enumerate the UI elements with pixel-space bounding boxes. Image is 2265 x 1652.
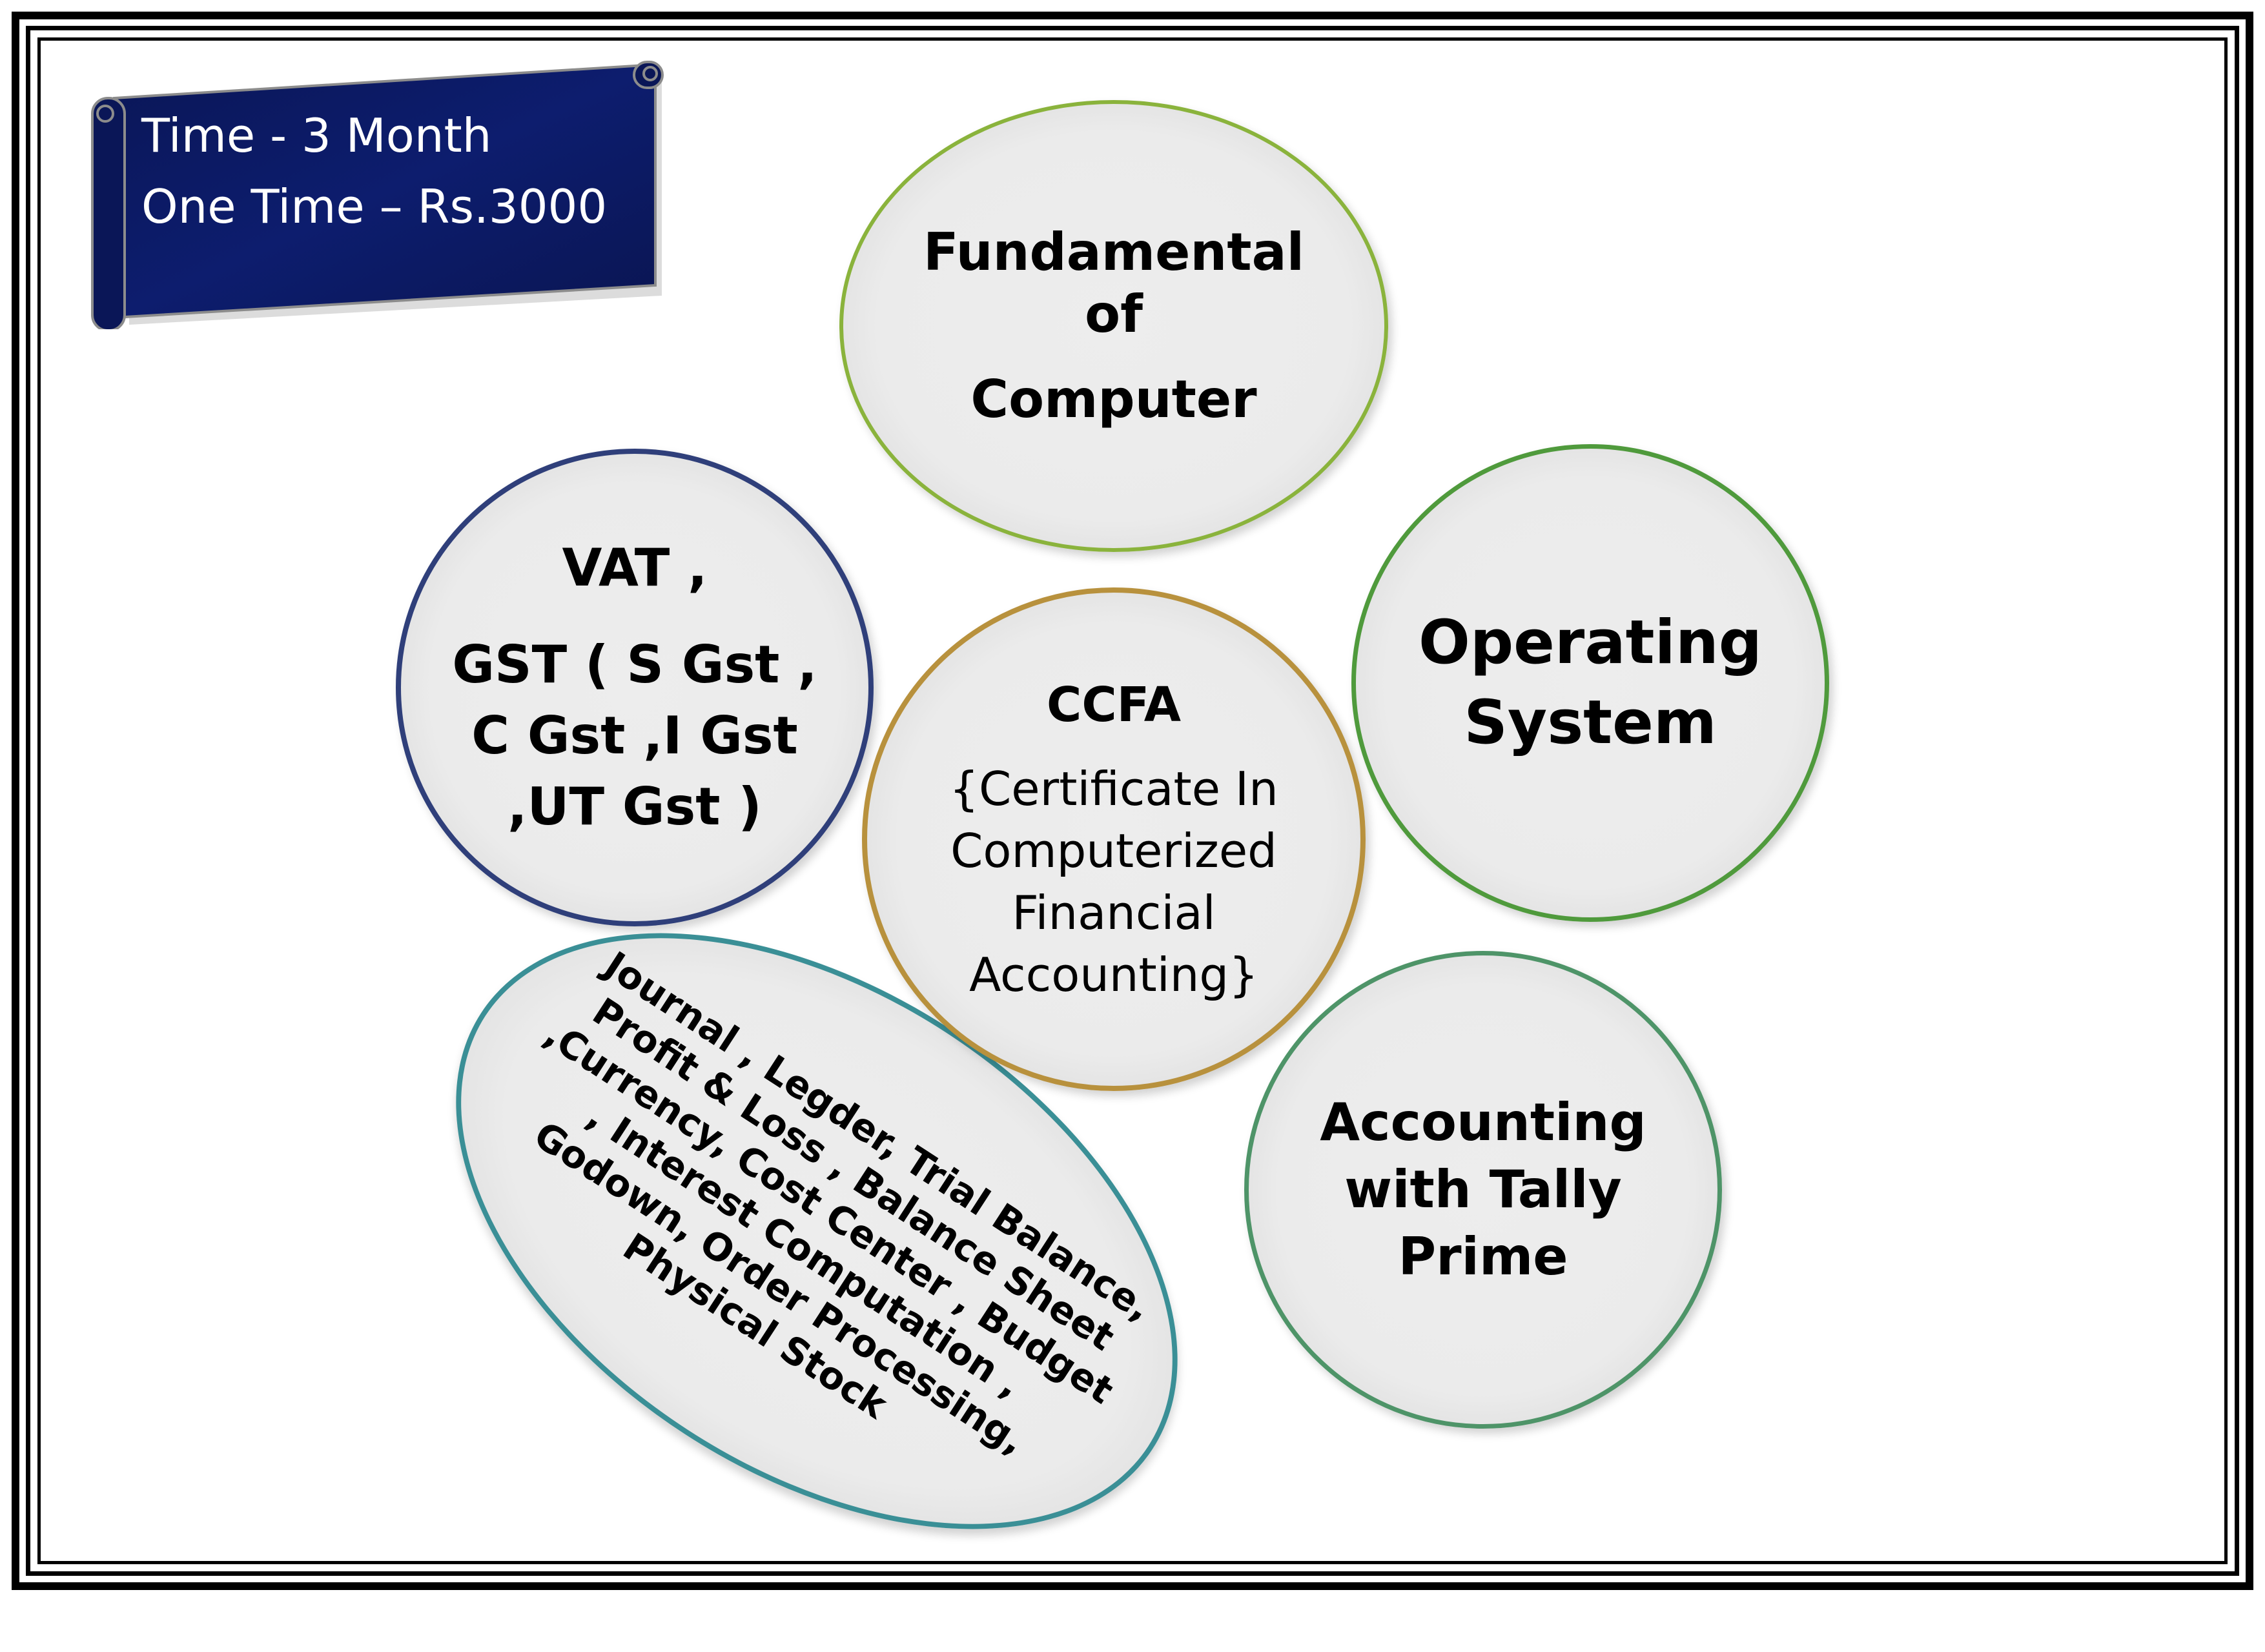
ccfa-subtitle-line: Computerized <box>950 824 1277 878</box>
circle-text-line: Prime <box>1398 1227 1568 1287</box>
circle-vat-gst: VAT , GST ( S Gst , C Gst ,I Gst ,UT Gst… <box>396 449 874 926</box>
circle-text-line: GST ( S Gst , <box>452 635 817 695</box>
outer-frame-border <box>12 12 2253 1590</box>
ccfa-subtitle-line: {Certificate In <box>949 762 1278 816</box>
circle-text-line: ,UT Gst ) <box>507 777 762 837</box>
ccfa-title: CCFA <box>1047 677 1181 733</box>
scroll-shape <box>91 61 664 329</box>
circle-text-line: System <box>1464 688 1717 758</box>
ccfa-subtitle-line: Accounting} <box>969 948 1258 1002</box>
circle-accounting-with-tally-prime: Accounting with Tally Prime <box>1244 951 1722 1429</box>
info-scroll-banner: Time - 3 Month One Time – Rs.3000 <box>88 58 673 329</box>
circle-text-line: Fundamental <box>923 222 1305 282</box>
banner-duration-text: Time - 3 Month <box>141 108 492 163</box>
circle-text-line: Accounting <box>1320 1092 1646 1152</box>
circle-text-line: with Tally <box>1344 1159 1622 1219</box>
circle-operating-system: Operating System <box>1351 444 1829 922</box>
middle-frame-border <box>26 26 2239 1576</box>
circle-fundamental-of-computer: Fundamental of Computer <box>839 100 1388 552</box>
circle-text-line: Operating <box>1418 607 1763 678</box>
inner-frame-border <box>37 37 2228 1564</box>
ccfa-subtitle-line: Financial <box>1012 886 1216 940</box>
circle-text-line: Computer <box>970 369 1257 429</box>
circle-ccfa-center: CCFA {Certificate In Computerized Financ… <box>862 587 1366 1091</box>
circle-text-line: of <box>1085 284 1143 344</box>
circle-text-line: C Gst ,I Gst <box>471 706 798 766</box>
banner-fee-text: One Time – Rs.3000 <box>141 179 608 234</box>
circle-text-line: VAT , <box>562 538 708 598</box>
